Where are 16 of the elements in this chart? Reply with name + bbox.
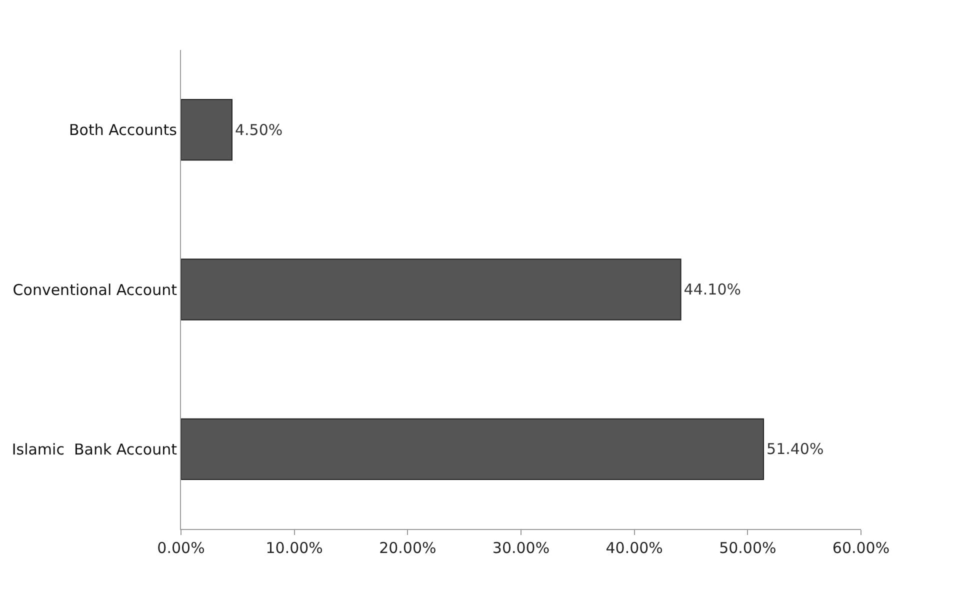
- y-tick-label: Conventional Account: [12, 280, 178, 299]
- bar: [181, 99, 232, 161]
- x-tick-label: 0.00%: [157, 539, 205, 557]
- data-label: 51.40%: [766, 440, 824, 458]
- bar: [181, 418, 764, 480]
- x-tick-label: 20.00%: [379, 539, 436, 557]
- x-tick-label: 60.00%: [832, 539, 890, 557]
- x-tick-label: 30.00%: [492, 539, 550, 557]
- data-label: 4.50%: [235, 120, 283, 139]
- x-tick-label: 10.00%: [266, 539, 323, 557]
- y-tick-label: Islamic Bank Account: [12, 440, 178, 458]
- data-label: 44.10%: [684, 280, 742, 298]
- x-tick-label: 50.00%: [719, 539, 776, 557]
- bar: [181, 258, 682, 320]
- y-tick-label: Both Accounts: [68, 121, 178, 140]
- x-tick-label: 40.00%: [606, 539, 663, 557]
